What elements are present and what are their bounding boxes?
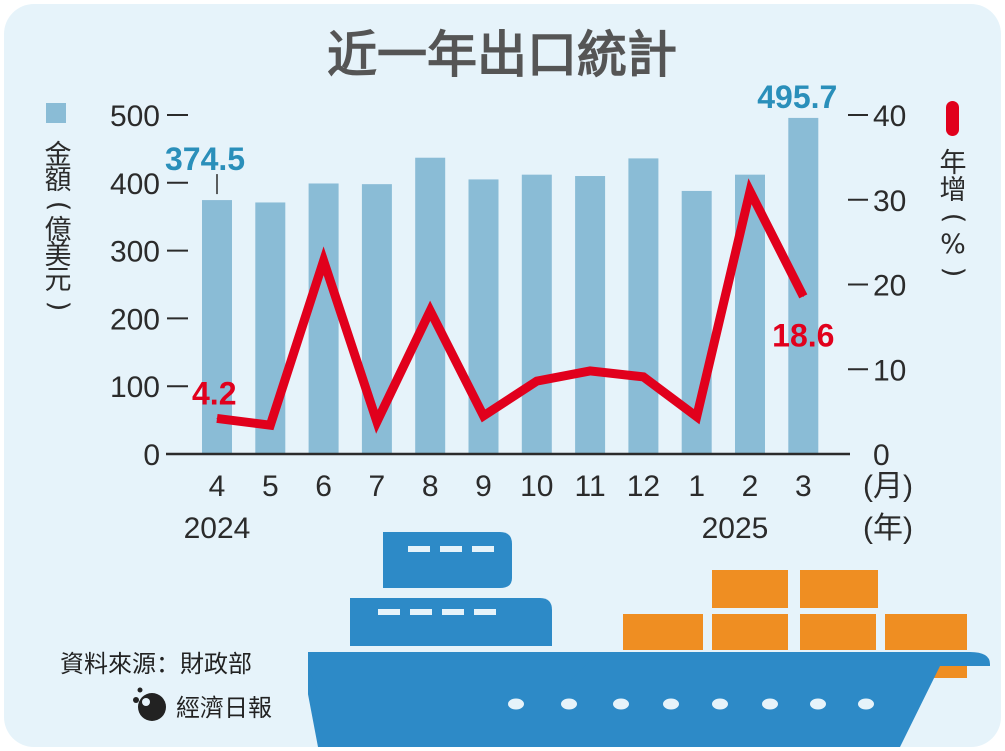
right-axis-label-char: ): [938, 267, 969, 278]
month-unit-label: (月): [863, 470, 913, 503]
amount-bar: [308, 183, 339, 454]
bar-value-label: 374.5: [165, 141, 245, 177]
amount-bars: [202, 117, 819, 455]
right-axis-label-char: 年: [940, 148, 967, 179]
year-label: 2024: [184, 512, 251, 545]
growth-point: [376, 421, 378, 423]
source-text: 資料來源：財政部: [60, 650, 252, 678]
growth-point: [269, 424, 271, 426]
month-label: 9: [475, 470, 492, 503]
right-axis-label: 年增 (%): [938, 148, 969, 277]
left-tick-label: 300: [110, 236, 160, 269]
amount-bar: [628, 158, 659, 454]
left-tick-label: 0: [143, 439, 160, 472]
month-label: 3: [795, 470, 812, 503]
growth-point: [802, 295, 804, 297]
right-axis-label-char: 增: [940, 175, 967, 206]
year-label: 2025: [702, 512, 769, 545]
cargo-ship-illustration: [300, 532, 990, 747]
month-labels: 4 5 6 7 8 9 10 11 12 1 2 3: [209, 470, 812, 503]
right-axis-label-char: %: [940, 229, 966, 260]
amount-bar: [788, 117, 819, 454]
left-axis-label-char: 額: [45, 165, 72, 196]
left-axis-label: 金額 ( 億美元): [43, 140, 74, 311]
publisher-logo-icon: [133, 687, 166, 721]
growth-point: [749, 190, 751, 192]
growth-point: [642, 376, 644, 378]
left-tick-label: 200: [110, 303, 160, 336]
left-tick-label: 500: [110, 100, 160, 133]
right-axis-label-char: (: [938, 213, 969, 224]
amount-legend-swatch: [46, 103, 66, 123]
right-tick-label: 30: [873, 185, 906, 218]
month-label: 6: [315, 470, 332, 503]
growth-point: [589, 370, 591, 372]
growth-point: [429, 310, 431, 312]
left-axis-label-char: 元: [45, 265, 72, 296]
left-tick-label: 100: [110, 371, 160, 404]
left-axis-label-char: ): [43, 301, 74, 312]
growth-line: [216, 178, 808, 434]
growth-point: [216, 417, 218, 419]
growth-value-label: 4.2: [192, 375, 236, 411]
right-tick-label: 20: [873, 270, 906, 303]
month-label: 7: [369, 470, 386, 503]
growth-point: [323, 260, 325, 262]
right-tick-label: 0: [873, 439, 890, 472]
left-axis-label-char: 億: [45, 215, 72, 246]
month-label: 10: [520, 470, 553, 503]
bar-value-label: 495.7: [757, 79, 837, 115]
month-label: 2: [742, 470, 759, 503]
left-tick-label: 400: [110, 168, 160, 201]
amount-bar: [521, 174, 552, 454]
month-label: 8: [422, 470, 439, 503]
growth-legend-swatch: [946, 101, 959, 136]
left-axis-label-char: 美: [45, 240, 72, 271]
amount-bar: [575, 176, 606, 454]
right-axis-ticks: 0 10 20 30 40: [848, 100, 906, 472]
right-tick-label: 10: [873, 354, 906, 387]
month-label: 4: [209, 470, 226, 503]
year-unit-label: (年): [863, 512, 913, 545]
chart-title: 近一年出口統計: [327, 26, 677, 84]
growth-value-label: 18.6: [772, 317, 834, 353]
month-label: 11: [575, 470, 606, 503]
growth-point: [536, 380, 538, 382]
month-label: 5: [262, 470, 279, 503]
growth-point: [483, 415, 484, 417]
growth-polyline: [216, 178, 808, 434]
right-tick-label: 40: [873, 100, 906, 133]
publisher-name: 經濟日報: [176, 694, 272, 722]
left-axis-ticks: 0 100 200 300 400 500: [110, 100, 188, 472]
month-label: 12: [627, 470, 660, 503]
source-box: [44, 638, 308, 738]
left-axis-label-char: 金: [45, 140, 72, 171]
month-label: 1: [688, 470, 705, 503]
growth-point: [696, 416, 698, 418]
left-axis-label-char: (: [43, 201, 74, 212]
year-labels: 2024 2025: [184, 512, 769, 545]
amount-bar: [202, 200, 232, 454]
value-labels: 374.5 495.7 4.2 18.6: [165, 79, 837, 411]
